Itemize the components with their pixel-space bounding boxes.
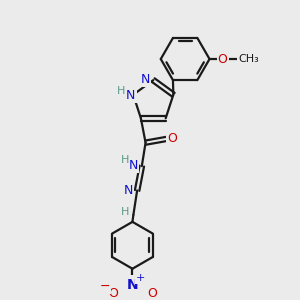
Text: O: O [147, 287, 157, 300]
Text: H: H [117, 86, 126, 96]
Text: O: O [108, 287, 118, 300]
Text: N: N [141, 73, 150, 86]
Text: CH₃: CH₃ [238, 54, 259, 64]
Text: +: + [136, 273, 146, 283]
Text: O: O [218, 52, 228, 65]
Text: H: H [121, 208, 129, 218]
Text: N: N [124, 184, 134, 197]
Text: O: O [167, 132, 177, 146]
Text: N: N [127, 278, 138, 292]
Text: N: N [126, 89, 136, 102]
Text: N: N [129, 159, 138, 172]
Text: H: H [121, 155, 130, 166]
Text: −: − [100, 280, 110, 293]
